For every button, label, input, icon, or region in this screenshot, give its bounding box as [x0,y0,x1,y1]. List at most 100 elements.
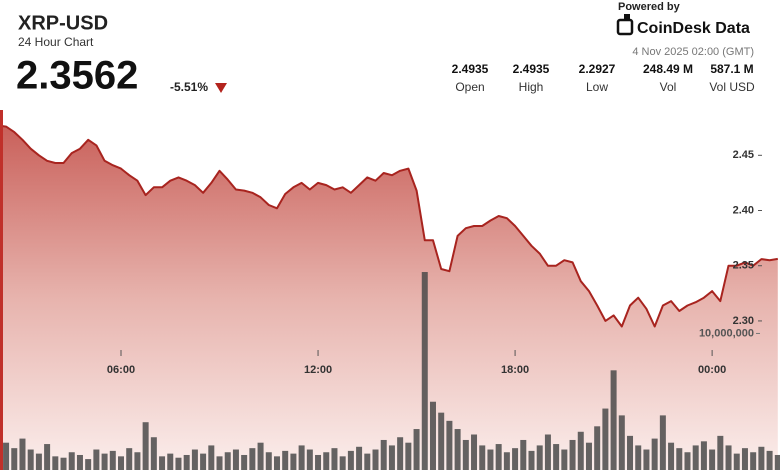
volume-bar [273,456,280,470]
volume-bar [692,445,699,470]
volume-bar [118,456,124,470]
volume-bar [142,422,149,470]
volume-bar [85,459,92,470]
volume-bar [167,453,174,470]
y-tick-label: 2.30 [733,315,754,327]
volume-bar [3,442,10,470]
volume-bar [479,445,486,470]
volume-bar [512,448,519,470]
volume-bar [183,454,190,470]
volume-bar [44,444,51,470]
down-arrow [215,83,227,93]
volume-bar [380,439,387,470]
brand-logo-dot [624,14,630,20]
volume-bar [454,429,461,470]
volume-bar [101,453,108,470]
stats: 2.4935 Open 2.4935 High 2.2927 Low 248.49 M Vol… [452,62,755,94]
volume-bar [290,453,297,470]
volume-bar [208,445,215,470]
powered-by: Powered by [618,1,681,13]
volume-bar [709,449,716,470]
volume-bar [643,449,650,470]
volume-bar [471,434,478,470]
volume-bar [544,434,551,470]
stat-label: High [519,80,544,94]
volume-bar [429,401,436,470]
stat-label: Vol USD [709,80,755,94]
volume-bar [347,450,354,470]
volume-bar [651,438,658,470]
stat-value: 2.4935 [452,62,489,76]
volume-bar [758,446,765,470]
volume-bar [577,431,584,470]
volume-bar [413,429,420,470]
y-tick-label: 2.35 [733,260,754,272]
volume-bar [19,438,26,470]
volume-bar [717,435,724,470]
volume-bar [306,449,313,470]
volume-bar [594,426,601,470]
volume-bar [561,449,568,470]
volume-bar [585,442,592,470]
volume-bar [68,452,75,470]
stat-label: Open [455,80,484,94]
volume-bar [388,445,395,470]
volume-bar [339,456,346,470]
volume-bar [35,453,42,470]
volume-bar [438,412,445,470]
y-tick-label: 2.45 [733,149,754,161]
x-tick-label: 06:00 [107,364,135,376]
volume-bar [126,448,133,470]
plot-area [0,124,780,470]
volume-bar [52,456,59,470]
volume-bar [232,449,239,470]
volume-bar [27,449,34,470]
volume-bar [750,452,757,470]
x-tick-label: 18:00 [501,364,529,376]
volume-bar [159,456,166,470]
volume-bar [553,444,560,470]
volume-bar [224,452,231,470]
brand-name: CoinDesk Data [637,20,750,37]
volume-bar [109,450,116,470]
volume-bar [175,457,182,470]
volume-bar [200,453,207,470]
y2-tick-label: 10,000,000 [699,327,754,339]
volume-bar [134,452,141,470]
volume-bar [733,453,740,470]
volume-bar [569,439,576,470]
volume-bar [331,448,338,470]
volume-bar [11,448,18,470]
chart-title: XRP-USD [18,12,108,34]
volume-bar [249,448,256,470]
volume-bar [602,408,609,470]
stat-label: Low [586,80,608,94]
y-tick-label: 2.40 [733,204,754,216]
stat-value: 2.2927 [579,62,616,76]
volume-bar [191,449,198,470]
volume-bar [282,450,289,470]
volume-bar [684,452,691,470]
volume-bar [93,449,100,470]
volume-bar [241,454,248,470]
date: 4 Nov 2025 02:00 (GMT) [632,46,754,58]
stat-value: 587.1 M [710,62,753,76]
volume-bar [487,449,494,470]
volume-bar [528,450,535,470]
chart-subtitle: 24 Hour Chart [18,35,94,49]
volume-bar [446,420,453,470]
current-price: 2.3562 [16,54,138,98]
stat-value: 248.49 M [643,62,693,76]
volume-bar [766,450,773,470]
volume-bar [536,445,543,470]
volume-bar [635,445,642,470]
stat-label: Vol [660,80,677,94]
x-tick-label: 12:00 [304,364,332,376]
volume-bar [627,435,634,470]
volume-bar [659,415,666,470]
volume-bar [216,456,223,470]
stat-value: 2.4935 [513,62,550,76]
volume-bar [356,446,363,470]
